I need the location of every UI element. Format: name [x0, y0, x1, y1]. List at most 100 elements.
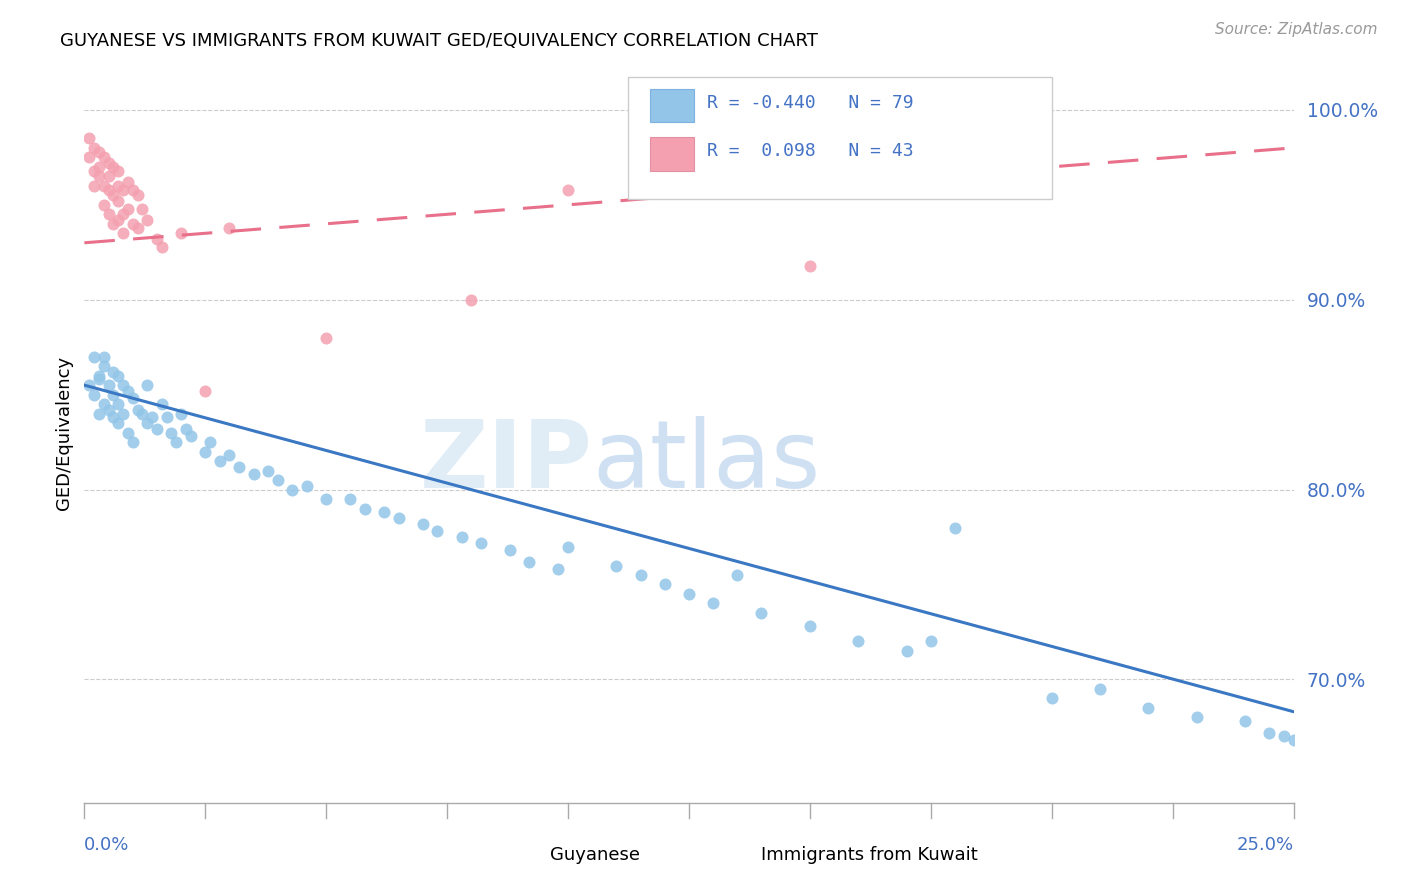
Point	[218, 449, 240, 463]
Text: R =  0.098   N = 43: R = 0.098 N = 43	[707, 143, 914, 161]
Point	[315, 491, 337, 506]
Point	[146, 422, 169, 436]
Point	[117, 384, 139, 398]
Point	[93, 350, 115, 364]
Point	[93, 178, 115, 193]
Point	[112, 407, 135, 421]
Point	[97, 207, 120, 221]
Point	[97, 378, 120, 392]
Point	[83, 141, 105, 155]
Point	[799, 619, 821, 633]
Point	[97, 169, 120, 184]
Text: Guyanese: Guyanese	[550, 847, 640, 864]
Point	[117, 425, 139, 440]
Text: Source: ZipAtlas.com: Source: ZipAtlas.com	[1215, 22, 1378, 37]
Point	[131, 407, 153, 421]
Point	[702, 597, 724, 611]
Point	[896, 644, 918, 658]
Point	[846, 634, 869, 648]
Text: 0.0%: 0.0%	[84, 836, 129, 855]
Point	[103, 217, 125, 231]
Point	[87, 372, 110, 386]
Point	[103, 410, 125, 425]
Point	[107, 178, 129, 193]
Point	[1282, 733, 1305, 747]
Point	[93, 150, 115, 164]
Point	[103, 387, 125, 401]
Point	[77, 150, 100, 164]
Point	[557, 183, 579, 197]
Point	[1040, 691, 1063, 706]
Point	[426, 524, 449, 539]
Point	[127, 188, 149, 202]
Point	[93, 198, 115, 212]
Point	[77, 378, 100, 392]
Point	[630, 568, 652, 582]
Point	[267, 473, 290, 487]
FancyBboxPatch shape	[650, 137, 693, 170]
Point	[103, 160, 125, 174]
Point	[121, 217, 143, 231]
Point	[165, 435, 187, 450]
Point	[87, 145, 110, 159]
Point	[107, 213, 129, 227]
Point	[127, 220, 149, 235]
Point	[77, 131, 100, 145]
Point	[605, 558, 627, 573]
Point	[460, 293, 482, 307]
Point	[557, 540, 579, 554]
Point	[194, 384, 217, 398]
Point	[654, 577, 676, 591]
Point	[1234, 714, 1257, 728]
Point	[141, 410, 163, 425]
Point	[1088, 681, 1111, 696]
Point	[103, 188, 125, 202]
Point	[412, 516, 434, 531]
Point	[751, 606, 773, 620]
Point	[87, 160, 110, 174]
Point	[1272, 730, 1295, 744]
FancyBboxPatch shape	[728, 845, 755, 866]
Point	[943, 520, 966, 534]
Point	[87, 368, 110, 383]
Point	[87, 407, 110, 421]
Point	[112, 227, 135, 241]
Point	[136, 213, 159, 227]
Text: R = -0.440   N = 79: R = -0.440 N = 79	[707, 95, 914, 112]
Point	[146, 232, 169, 246]
Point	[117, 202, 139, 216]
Point	[208, 454, 231, 468]
Point	[107, 416, 129, 430]
Point	[136, 416, 159, 430]
Point	[654, 160, 676, 174]
Point	[920, 634, 942, 648]
Point	[295, 479, 318, 493]
Point	[174, 422, 197, 436]
Point	[150, 397, 173, 411]
Point	[97, 183, 120, 197]
Point	[228, 459, 250, 474]
Y-axis label: GED/Equivalency: GED/Equivalency	[55, 356, 73, 509]
Point	[112, 378, 135, 392]
Point	[170, 407, 193, 421]
Text: GUYANESE VS IMMIGRANTS FROM KUWAIT GED/EQUIVALENCY CORRELATION CHART: GUYANESE VS IMMIGRANTS FROM KUWAIT GED/E…	[60, 32, 818, 50]
Point	[198, 435, 221, 450]
Point	[131, 202, 153, 216]
Point	[107, 397, 129, 411]
Point	[97, 402, 120, 417]
Point	[1185, 710, 1208, 724]
Point	[155, 410, 177, 425]
Point	[112, 207, 135, 221]
Point	[150, 239, 173, 253]
Point	[121, 183, 143, 197]
Point	[315, 331, 337, 345]
Point	[547, 562, 569, 576]
Point	[218, 220, 240, 235]
FancyBboxPatch shape	[517, 845, 544, 866]
Point	[242, 467, 264, 482]
Point	[83, 178, 105, 193]
Point	[499, 543, 522, 558]
Point	[112, 183, 135, 197]
Point	[1258, 725, 1281, 739]
Point	[121, 392, 143, 406]
